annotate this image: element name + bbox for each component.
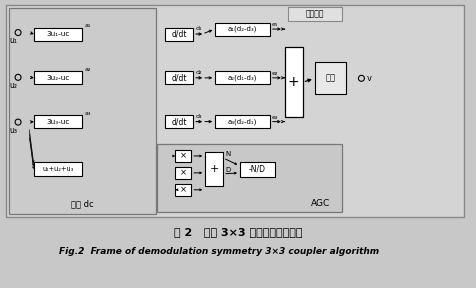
- Bar: [157, 144, 342, 212]
- Text: a₁(d₂-d₃): a₁(d₂-d₃): [228, 26, 257, 32]
- Bar: [34, 115, 81, 128]
- Text: u₁+u₂+u₃: u₁+u₂+u₃: [42, 166, 73, 172]
- Text: e₃: e₃: [271, 115, 278, 120]
- Text: +: +: [209, 164, 218, 174]
- Bar: [175, 150, 191, 162]
- Circle shape: [15, 30, 21, 35]
- Bar: [165, 115, 193, 128]
- Text: u₂: u₂: [9, 81, 17, 90]
- Circle shape: [15, 74, 21, 80]
- Text: N: N: [225, 151, 230, 157]
- Bar: [314, 62, 346, 94]
- Text: a₂(d₁-d₃): a₂(d₁-d₃): [228, 75, 257, 81]
- Text: ×: ×: [179, 185, 187, 194]
- Bar: [34, 71, 81, 84]
- Text: d₂: d₂: [195, 70, 201, 75]
- Text: a₃: a₃: [85, 111, 91, 116]
- Text: +: +: [288, 75, 299, 89]
- Bar: [215, 22, 269, 35]
- Text: 去除 dc: 去除 dc: [71, 199, 94, 208]
- Text: ×: ×: [179, 151, 187, 160]
- Text: v: v: [366, 74, 371, 83]
- Text: d₁: d₁: [195, 26, 201, 31]
- Text: 3u₁-uc: 3u₁-uc: [46, 31, 69, 37]
- Text: ×: ×: [179, 168, 187, 177]
- Text: d/dt: d/dt: [171, 73, 187, 82]
- Text: -N/D: -N/D: [248, 165, 265, 174]
- Text: 核心解调: 核心解调: [305, 9, 324, 18]
- Circle shape: [15, 119, 21, 125]
- Bar: [165, 28, 193, 41]
- Bar: [34, 28, 81, 41]
- Bar: [205, 152, 223, 186]
- Text: u₃: u₃: [9, 126, 17, 134]
- Circle shape: [357, 75, 364, 81]
- Text: u₁: u₁: [9, 36, 17, 45]
- Text: 图 2   对称 3×3 耦合解调算法框图: 图 2 对称 3×3 耦合解调算法框图: [174, 227, 302, 236]
- Text: e₁: e₁: [271, 22, 278, 27]
- Bar: [215, 115, 269, 128]
- Bar: [165, 71, 193, 84]
- Bar: [215, 71, 269, 84]
- Bar: [239, 162, 274, 177]
- Text: D: D: [225, 167, 230, 173]
- Text: Fig.2  Frame of demodulation symmetry 3×3 coupler algorithm: Fig.2 Frame of demodulation symmetry 3×3…: [59, 247, 378, 256]
- Text: d₃: d₃: [195, 114, 201, 119]
- Text: 3u₃-uc: 3u₃-uc: [46, 119, 69, 125]
- Bar: [175, 184, 191, 196]
- Bar: [9, 8, 156, 214]
- Text: a₃(d₂-d₁): a₃(d₂-d₁): [228, 118, 257, 125]
- Bar: [287, 7, 342, 21]
- Text: a₂: a₂: [85, 67, 91, 72]
- Text: AGC: AGC: [310, 199, 329, 208]
- Bar: [6, 5, 463, 217]
- Text: d/dt: d/dt: [171, 30, 187, 39]
- Text: 积分: 积分: [325, 74, 335, 83]
- Bar: [284, 48, 302, 117]
- Bar: [175, 167, 191, 179]
- Text: 3u₂-uc: 3u₂-uc: [46, 75, 69, 81]
- Bar: [34, 162, 81, 176]
- Text: e₂: e₂: [271, 71, 278, 76]
- Text: d/dt: d/dt: [171, 117, 187, 126]
- Text: a₁: a₁: [85, 23, 91, 28]
